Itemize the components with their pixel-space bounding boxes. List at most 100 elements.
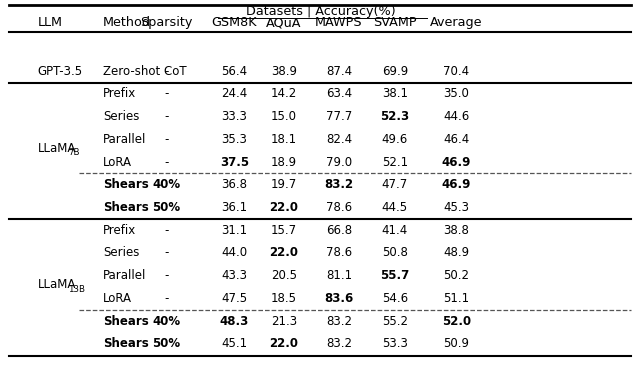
Text: LoRA: LoRA bbox=[103, 292, 132, 305]
Text: -: - bbox=[164, 133, 169, 146]
Text: 38.9: 38.9 bbox=[271, 65, 297, 78]
Text: 7B: 7B bbox=[68, 148, 79, 157]
Text: 31.1: 31.1 bbox=[221, 224, 248, 237]
Text: 70.4: 70.4 bbox=[444, 65, 470, 78]
Text: 35.0: 35.0 bbox=[444, 87, 469, 101]
Text: 55.2: 55.2 bbox=[382, 314, 408, 328]
Text: 83.2: 83.2 bbox=[324, 178, 353, 191]
Text: Series: Series bbox=[103, 246, 140, 259]
Text: 46.9: 46.9 bbox=[442, 178, 471, 191]
Text: 78.6: 78.6 bbox=[326, 246, 352, 259]
Text: 35.3: 35.3 bbox=[221, 133, 247, 146]
Text: GSM8K: GSM8K bbox=[212, 16, 257, 29]
Text: SVAMP: SVAMP bbox=[373, 16, 417, 29]
Text: LLM: LLM bbox=[38, 16, 63, 29]
Text: 37.5: 37.5 bbox=[220, 156, 249, 169]
Text: 78.6: 78.6 bbox=[326, 201, 352, 214]
Text: 44.6: 44.6 bbox=[444, 110, 470, 123]
Text: 47.7: 47.7 bbox=[381, 178, 408, 191]
Text: 13B: 13B bbox=[68, 285, 85, 294]
Text: 66.8: 66.8 bbox=[326, 224, 352, 237]
Text: 52.0: 52.0 bbox=[442, 314, 471, 328]
Text: 63.4: 63.4 bbox=[326, 87, 352, 101]
Text: 33.3: 33.3 bbox=[221, 110, 247, 123]
Text: 54.6: 54.6 bbox=[382, 292, 408, 305]
Text: LoRA: LoRA bbox=[103, 156, 132, 169]
Text: Shears: Shears bbox=[103, 201, 148, 214]
Text: Method: Method bbox=[103, 16, 151, 29]
Text: 45.1: 45.1 bbox=[221, 337, 248, 350]
Text: 44.5: 44.5 bbox=[382, 201, 408, 214]
Text: 14.2: 14.2 bbox=[271, 87, 297, 101]
Text: GPT-3.5: GPT-3.5 bbox=[38, 65, 83, 78]
Text: Datasets | Accuracy(%): Datasets | Accuracy(%) bbox=[246, 5, 396, 18]
Text: 51.1: 51.1 bbox=[444, 292, 470, 305]
Text: 81.1: 81.1 bbox=[326, 269, 352, 282]
Text: 50.8: 50.8 bbox=[382, 246, 408, 259]
Text: 15.0: 15.0 bbox=[271, 110, 297, 123]
Text: 36.8: 36.8 bbox=[221, 178, 247, 191]
Text: Shears: Shears bbox=[103, 337, 148, 350]
Text: 52.1: 52.1 bbox=[382, 156, 408, 169]
Text: 55.7: 55.7 bbox=[380, 269, 410, 282]
Text: 77.7: 77.7 bbox=[326, 110, 352, 123]
Text: -: - bbox=[164, 224, 169, 237]
Text: Parallel: Parallel bbox=[103, 133, 147, 146]
Text: 46.4: 46.4 bbox=[444, 133, 470, 146]
Text: 44.0: 44.0 bbox=[221, 246, 248, 259]
Text: 18.5: 18.5 bbox=[271, 292, 297, 305]
Text: 83.2: 83.2 bbox=[326, 314, 352, 328]
Text: 48.9: 48.9 bbox=[444, 246, 470, 259]
Text: 50.9: 50.9 bbox=[444, 337, 469, 350]
Text: 41.4: 41.4 bbox=[381, 224, 408, 237]
Text: 20.5: 20.5 bbox=[271, 269, 297, 282]
Text: Prefix: Prefix bbox=[103, 87, 136, 101]
Text: 40%: 40% bbox=[152, 178, 180, 191]
Text: 53.3: 53.3 bbox=[382, 337, 408, 350]
Text: 47.5: 47.5 bbox=[221, 292, 248, 305]
Text: LLaMA: LLaMA bbox=[38, 142, 76, 155]
Text: 43.3: 43.3 bbox=[221, 269, 247, 282]
Text: 50%: 50% bbox=[152, 337, 180, 350]
Text: 40%: 40% bbox=[152, 314, 180, 328]
Text: 24.4: 24.4 bbox=[221, 87, 248, 101]
Text: 52.3: 52.3 bbox=[380, 110, 410, 123]
Text: Sparsity: Sparsity bbox=[140, 16, 193, 29]
Text: Zero-shot CoT: Zero-shot CoT bbox=[103, 65, 187, 78]
Text: 15.7: 15.7 bbox=[271, 224, 297, 237]
Text: 22.0: 22.0 bbox=[269, 337, 298, 350]
Text: 87.4: 87.4 bbox=[326, 65, 352, 78]
Text: 83.6: 83.6 bbox=[324, 292, 354, 305]
Text: AQuA: AQuA bbox=[266, 16, 301, 29]
Text: 38.1: 38.1 bbox=[382, 87, 408, 101]
Text: 18.1: 18.1 bbox=[271, 133, 297, 146]
Text: -: - bbox=[164, 246, 169, 259]
Text: 18.9: 18.9 bbox=[271, 156, 297, 169]
Text: 21.3: 21.3 bbox=[271, 314, 297, 328]
Text: 22.0: 22.0 bbox=[269, 201, 298, 214]
Text: 48.3: 48.3 bbox=[220, 314, 249, 328]
Text: 22.0: 22.0 bbox=[269, 246, 298, 259]
Text: MAWPS: MAWPS bbox=[316, 16, 363, 29]
Text: 82.4: 82.4 bbox=[326, 133, 352, 146]
Text: 79.0: 79.0 bbox=[326, 156, 352, 169]
Text: 45.3: 45.3 bbox=[444, 201, 469, 214]
Text: 49.6: 49.6 bbox=[381, 133, 408, 146]
Text: LLaMA: LLaMA bbox=[38, 278, 76, 291]
Text: 38.8: 38.8 bbox=[444, 224, 469, 237]
Text: 69.9: 69.9 bbox=[381, 65, 408, 78]
Text: -: - bbox=[164, 110, 169, 123]
Text: Parallel: Parallel bbox=[103, 269, 147, 282]
Text: Shears: Shears bbox=[103, 178, 148, 191]
Text: -: - bbox=[164, 156, 169, 169]
Text: 36.1: 36.1 bbox=[221, 201, 248, 214]
Text: Average: Average bbox=[430, 16, 483, 29]
Text: -: - bbox=[164, 65, 169, 78]
Text: -: - bbox=[164, 269, 169, 282]
Text: 50.2: 50.2 bbox=[444, 269, 469, 282]
Text: Prefix: Prefix bbox=[103, 224, 136, 237]
Text: 19.7: 19.7 bbox=[271, 178, 297, 191]
Text: 56.4: 56.4 bbox=[221, 65, 248, 78]
Text: Series: Series bbox=[103, 110, 140, 123]
Text: -: - bbox=[164, 87, 169, 101]
